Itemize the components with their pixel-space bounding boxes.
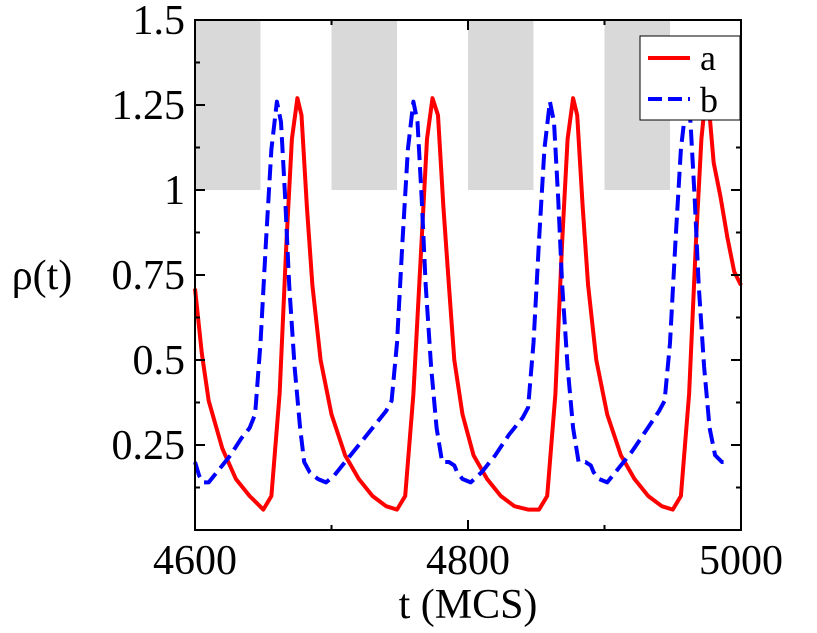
x-tick-label: 4800 xyxy=(426,538,510,584)
series-lines xyxy=(193,96,743,512)
series-line-b xyxy=(193,99,728,485)
y-tick-label: 0.25 xyxy=(112,423,186,469)
legend-label-b: b xyxy=(700,80,718,120)
shaded-region-3 xyxy=(468,20,534,190)
y-tick-label: 1 xyxy=(164,168,185,214)
x-tick-label: 5000 xyxy=(699,538,783,584)
y-tick-label: 0.75 xyxy=(112,253,186,299)
legend-label-a: a xyxy=(700,38,716,78)
x-tick-label: 4600 xyxy=(153,538,237,584)
legend-box xyxy=(639,35,741,121)
shaded-region-2 xyxy=(331,20,398,190)
y-axis-label: ρ(t) xyxy=(12,253,73,299)
y-tick-label: 1.25 xyxy=(112,83,186,129)
axis-tick-labels: 0.25 0.5 0.75 1 1.25 1.5 4600 4800 5000 xyxy=(112,0,784,584)
legend: a b xyxy=(639,35,741,121)
series-line-a xyxy=(193,96,743,512)
x-axis-label: t (MCS) xyxy=(399,582,538,628)
y-tick-label: 0.5 xyxy=(133,338,186,384)
y-tick-label: 1.5 xyxy=(133,0,186,44)
shaded-region-1 xyxy=(195,20,261,190)
